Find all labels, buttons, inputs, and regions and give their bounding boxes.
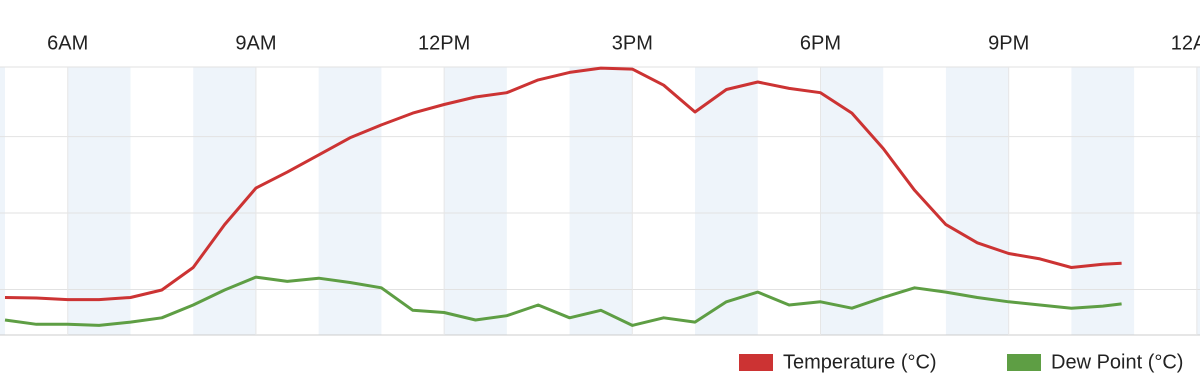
x-tick-label: 12PM [418,32,470,54]
hour-band [820,67,884,335]
legend-label: Dew Point (°C) [1051,351,1183,373]
legend-label: Temperature (°C) [783,351,937,373]
x-tick-label: 9AM [235,32,276,54]
hour-band [67,67,131,335]
x-tick-label: 9PM [988,32,1029,54]
x-tick-label: 6PM [800,32,841,54]
x-tick-label: 6AM [47,32,88,54]
series-line [4,66,1122,302]
hour-band [1196,67,1200,335]
hour-band [318,67,382,335]
hour-band [444,67,507,335]
legend-swatch [1007,354,1041,371]
legend: Temperature (°C) Dew Point (°C) [739,351,1183,373]
legend-swatch [739,354,773,371]
hour-band [695,67,758,335]
hour-band [1071,67,1135,335]
x-tick-label: 12AM [1171,32,1200,54]
series-line [4,275,1122,327]
hour-band [569,67,633,335]
x-tick-label: 3PM [612,32,653,54]
hour-band [0,67,6,335]
background-bands [0,67,1200,335]
plot [4,66,1122,327]
hour-band [945,67,1009,335]
grid: 6AM 9AM 12PM 3PM 6PM 9PM 12AM [0,32,1200,336]
